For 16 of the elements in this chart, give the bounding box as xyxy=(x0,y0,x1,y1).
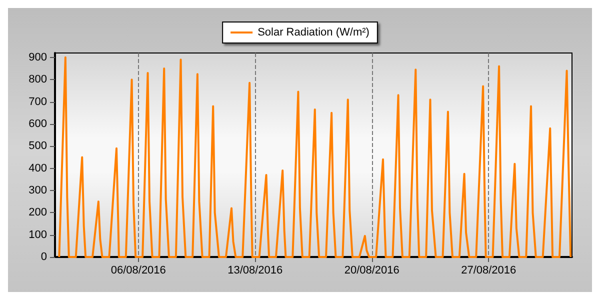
x-tick-label: 27/08/2016 xyxy=(461,264,516,276)
y-tick-label: 300 xyxy=(28,184,47,196)
y-tick-label: 700 xyxy=(28,96,47,108)
x-tick-label: 13/08/2016 xyxy=(228,264,283,276)
y-tick-label: 100 xyxy=(28,228,47,241)
y-tick-label: 800 xyxy=(28,74,47,86)
y-tick-label: 0 xyxy=(40,251,47,263)
y-tick-label: 400 xyxy=(28,162,47,174)
y-tick-label: 900 xyxy=(28,51,47,64)
x-tick-label: 06/08/2016 xyxy=(110,264,166,276)
y-tick-label: 200 xyxy=(28,206,47,219)
y-tick-label: 600 xyxy=(28,118,47,130)
legend-label: Solar Radiation (W/m²) xyxy=(258,26,370,38)
y-tick-label: 500 xyxy=(28,140,47,152)
x-tick-label: 20/08/2016 xyxy=(344,264,400,276)
line-series xyxy=(58,56,572,258)
